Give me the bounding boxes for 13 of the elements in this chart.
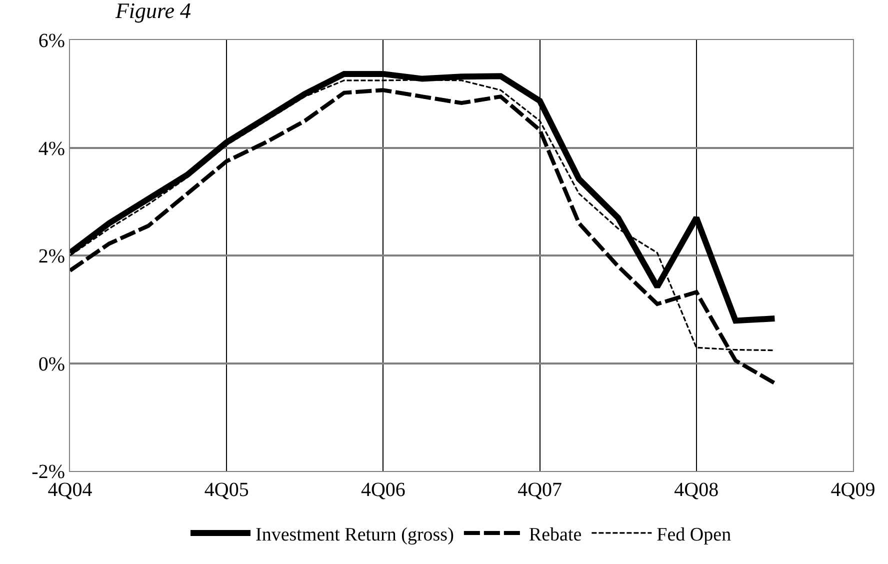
x-tick-label: 4Q06 [360,479,406,501]
y-tick-label: 4% [38,138,65,160]
legend-label: Fed Open [656,524,732,546]
x-tick-label: 4Q05 [204,479,249,501]
legend-label: Rebate [528,524,582,546]
y-tick-label: 0% [38,353,65,376]
chart-title: Figure 4 [114,0,192,24]
x-tick-label: 4Q07 [518,479,562,501]
y-tick-label: 6% [38,30,65,52]
legend-label: Investment Return (gross) [256,524,454,546]
x-tick-label: 4Q08 [674,479,719,501]
x-tick-label: 4Q09 [830,479,876,501]
y-tick-label: 2% [38,246,65,268]
